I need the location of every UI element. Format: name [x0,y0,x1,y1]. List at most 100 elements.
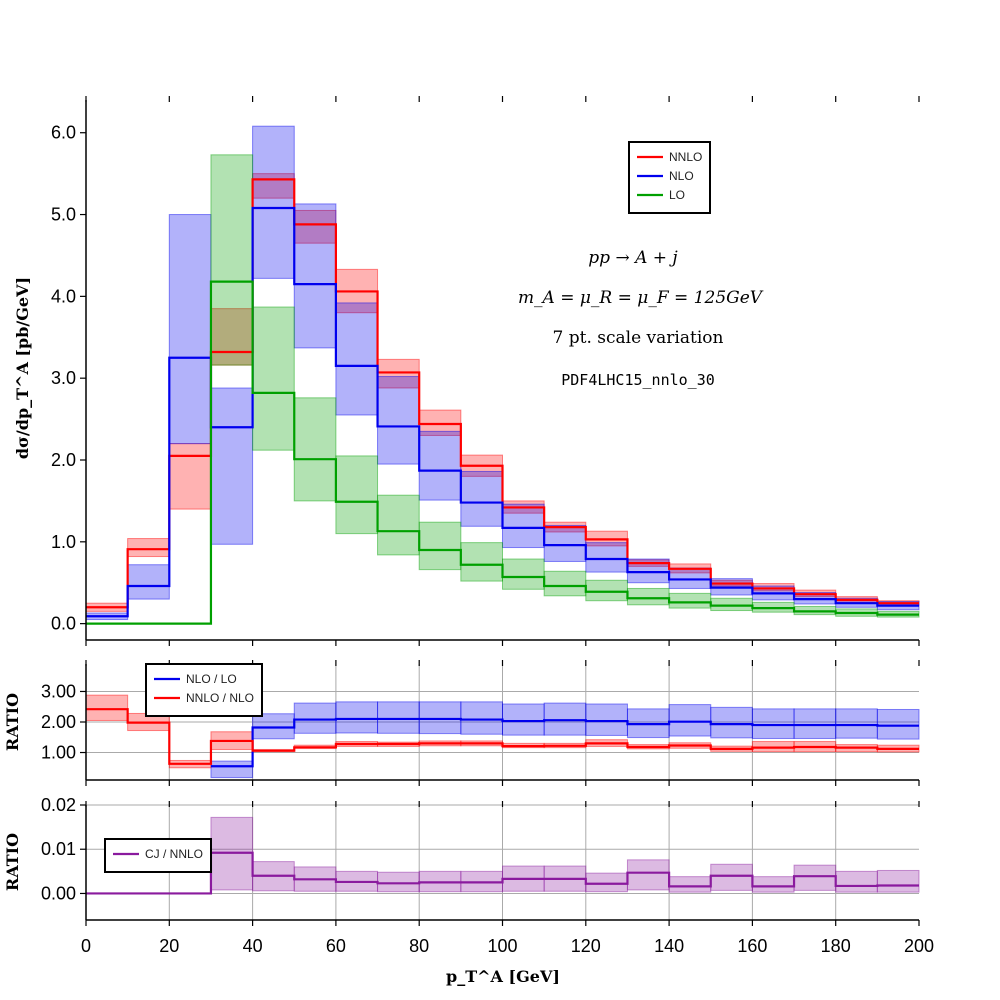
legend-label: CJ / NNLO [145,847,203,861]
band-lo [668,592,712,609]
band-nlo [585,542,628,573]
band-nlo-lo [668,704,712,737]
ratio-panel-1: 1.00 2.00 3.00 NLO / LO NNLO / NLO RATIO [3,660,920,786]
legend-label: NNLO / NLO [186,691,254,705]
band-cj-nnlo [710,863,753,891]
x-tick-label: 180 [821,936,851,956]
band-nlo [293,203,337,349]
ratio1-y-axis-title: RATIO [3,693,22,751]
line-nnlo-nlo [86,708,919,765]
y-tick-label: 1.00 [41,743,76,763]
y-tick-label: 3.00 [41,681,76,701]
band-nlo-lo [502,703,545,736]
y-tick-label: 4.0 [51,286,76,306]
band-nnlo [127,538,170,558]
band-cj-nnlo [793,864,837,891]
band-lo [377,494,420,556]
line-nlo [86,206,919,618]
x-tick-label: 120 [571,936,601,956]
band-nlo [210,387,254,545]
y-tick-label: 2.00 [41,712,76,732]
ratio2-axes: 0.00 0.01 0.02 0 20 40 60 80 100 120 140 160 180 200 [41,795,934,956]
y-tick-label: 0.0 [51,614,76,634]
y-tick-label: 0.01 [41,839,76,859]
annotation-scale: 7 pt. scale variation [553,328,724,348]
annotation-pdf: PDF4LHC15_nnlo_30 [561,371,715,389]
band-cj-nnlo [751,876,795,893]
legend-label: NNLO [669,150,702,164]
band-nlo-lo [418,701,462,735]
line-lo [86,280,919,625]
band-cj-nnlo [377,871,420,893]
band-nlo-lo [293,702,337,734]
band-lo [335,455,379,535]
band-nlo [168,214,212,445]
x-tick-label: 80 [409,936,429,956]
band-cj-nnlo [668,876,712,893]
x-tick-label: 200 [904,936,934,956]
annotation-process: pp → A + j [588,248,678,268]
y-tick-label: 5.0 [51,205,76,225]
main-legend: NNLO NLO LO [628,141,711,214]
band-cj-nnlo [585,872,628,893]
y-tick-label: 2.0 [51,450,76,470]
ratio1-legend: NLO / LO NNLO / NLO [145,663,263,717]
band-nlo [418,430,462,501]
line-cj-nnlo [86,851,919,895]
legend-label: NLO [669,169,694,183]
band-nnlo [293,209,337,244]
y-tick-label: 1.0 [51,532,76,552]
legend-box [104,838,212,873]
line-nnlo [86,178,919,609]
band-nlo [668,567,712,589]
y-tick-label: 0.00 [41,883,76,903]
band-nlo-lo [751,708,795,739]
band-lo [502,558,545,590]
y-tick-label: 0.02 [41,795,76,815]
band-lo [585,579,628,602]
x-tick-label: 0 [81,936,91,956]
band-lo [710,597,753,612]
band-nlo-lo [710,706,753,739]
band-lo [543,570,587,597]
band-nlo-lo [585,703,628,736]
band-cj-nnlo [876,869,920,893]
band-lo [460,542,504,582]
ratio1-lines [86,708,919,768]
band-nlo-lo [210,760,254,779]
band-nlo-lo [460,701,504,735]
band-nlo [252,125,295,279]
band-lo [252,306,295,451]
x-tick-label: 140 [654,936,684,956]
band-nnlo [168,443,212,510]
band-nlo-lo [876,708,920,740]
legend-label: LO [669,188,685,202]
band-nlo [460,470,504,527]
y-tick-label: 6.0 [51,123,76,143]
ratio2-bands [210,816,920,893]
legend-label: NLO / LO [186,672,237,686]
band-nlo-lo [793,708,837,739]
x-tick-label: 20 [159,936,179,956]
band-nlo-lo [377,701,420,734]
band-nlo [502,503,545,549]
band-lo [626,587,670,606]
band-nlo [543,524,587,562]
band-nlo-lo [835,708,878,739]
annotation-mass: m_A = μ_R = μ_F = 125GeV [518,288,764,308]
x-tick-label: 60 [326,936,346,956]
legend-box [145,663,263,717]
band-lo [418,521,462,571]
legend-box [628,141,711,214]
x-axis-title: p_T^A [GeV] [446,967,560,986]
y-tick-label: 3.0 [51,368,76,388]
main-xsec-panel: 0.0 1.0 2.0 3.0 4.0 5.0 6.0 NNLO NLO LO pp → A +… [13,96,920,646]
ratio2-y-axis-title: RATIO [3,833,22,891]
main-axes: 0.0 1.0 2.0 3.0 4.0 5.0 6.0 [51,96,920,646]
x-tick-label: 160 [737,936,767,956]
ratio1-axes: 1.00 2.00 3.00 [41,660,920,786]
band-lo [210,154,254,366]
band-nlo-lo [335,701,379,734]
band-nnlo [418,409,462,436]
